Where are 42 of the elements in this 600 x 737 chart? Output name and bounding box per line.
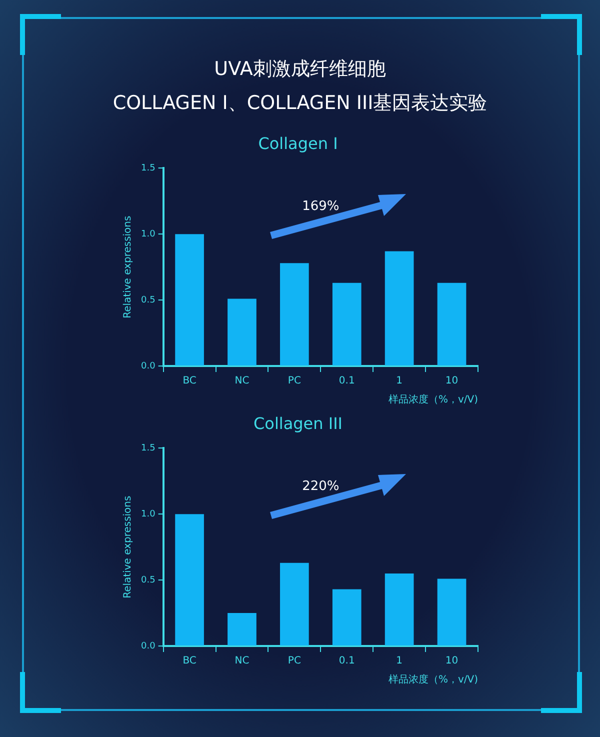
x-tick-label: BC bbox=[182, 376, 196, 387]
annotation: 169% bbox=[302, 199, 340, 214]
x-axis-title: 样品浓度（%，v/V) bbox=[388, 394, 478, 406]
text: UVA刺激成纤维细胞 bbox=[213, 57, 387, 82]
bar bbox=[280, 562, 309, 646]
bar bbox=[228, 613, 256, 646]
chart-title: Collagen III bbox=[253, 414, 343, 433]
x-tick-label: PC bbox=[288, 656, 301, 667]
y-tick-label: 0.0 bbox=[140, 641, 156, 652]
annotation: 220% bbox=[302, 479, 340, 494]
x-tick-label: 0.1 bbox=[338, 376, 355, 387]
y-tick-label: 1.5 bbox=[140, 164, 156, 174]
x-tick-label: 1 bbox=[396, 656, 403, 667]
text: COLLAGEN I、COLLAGEN III基因表达实验 bbox=[112, 91, 488, 116]
chart-title: Collagen I bbox=[258, 134, 338, 153]
x-tick-label: NC bbox=[234, 376, 250, 387]
bar bbox=[332, 589, 362, 646]
x-tick-label: 10 bbox=[445, 376, 458, 387]
x-tick-label: BC bbox=[182, 656, 196, 667]
bar bbox=[175, 514, 204, 646]
y-axis-title: Relative expressions bbox=[122, 496, 134, 598]
y-tick-label: 1.0 bbox=[140, 509, 156, 520]
x-tick-label: PC bbox=[288, 376, 301, 387]
y-tick-label: 1.0 bbox=[140, 229, 156, 240]
bar bbox=[280, 263, 309, 366]
x-axis-title: 样品浓度（%，v/V) bbox=[388, 674, 478, 686]
bar bbox=[228, 298, 256, 366]
x-tick-label: 1 bbox=[396, 376, 403, 387]
x-tick-label: 0.1 bbox=[338, 656, 355, 667]
bar bbox=[332, 282, 362, 366]
bar bbox=[384, 251, 414, 366]
bar bbox=[175, 234, 204, 366]
x-tick-label: NC bbox=[234, 656, 250, 667]
x-tick-label: 10 bbox=[445, 656, 458, 667]
y-tick-label: 0.5 bbox=[140, 295, 156, 306]
y-tick-label: 1.5 bbox=[140, 444, 156, 454]
bar bbox=[384, 573, 414, 646]
y-axis-title: Relative expressions bbox=[122, 216, 134, 318]
bar bbox=[437, 282, 466, 366]
y-tick-label: 0.5 bbox=[140, 575, 156, 586]
y-tick-label: 0.0 bbox=[140, 361, 156, 372]
bar bbox=[437, 578, 466, 646]
